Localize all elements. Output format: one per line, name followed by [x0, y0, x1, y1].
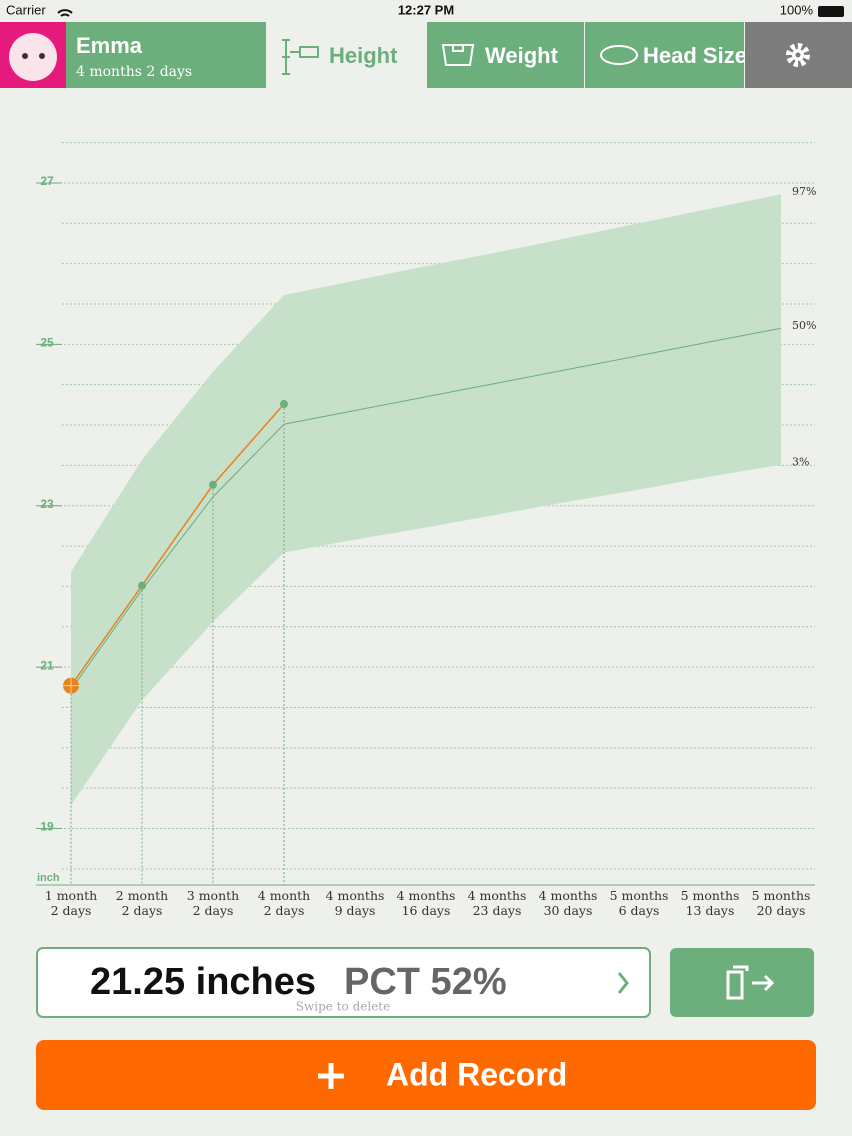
percentile-label: 50%: [792, 319, 816, 332]
median-line: [70, 327, 782, 691]
tabs: Height Weight Head Size: [266, 22, 747, 88]
gear-icon: [786, 43, 810, 67]
tab-label[interactable]: Height: [329, 43, 398, 68]
x-tick-label: 3 month 2 days: [186, 888, 240, 918]
tab-label[interactable]: Weight: [485, 43, 559, 68]
y-tick-label: 23: [40, 497, 54, 511]
tab-icon: [600, 45, 638, 65]
percentile-label: 3%: [792, 456, 809, 469]
point[interactable]: [138, 581, 146, 590]
tab-icon: [441, 44, 475, 66]
x-tick-label: 2 month 2 days: [115, 888, 169, 918]
point[interactable]: [209, 480, 217, 489]
chevron: [617, 972, 629, 994]
x-tick-label: 4 month 2 days: [257, 888, 311, 918]
record-value: 21.25 inches: [90, 961, 316, 1003]
x-tick-label: 1 month 2 days: [44, 888, 98, 918]
x-tick-label: 4 months 30 days: [538, 888, 598, 918]
y-unit: inch: [37, 872, 60, 884]
profile-tab[interactable]: [66, 22, 266, 88]
tab[interactable]: [266, 22, 426, 88]
y-tick-label: 19: [40, 820, 54, 834]
profile-age: 4 months 2 days: [76, 64, 192, 80]
wifi-icon: [57, 9, 73, 17]
export-icon: [726, 965, 775, 1000]
x-tick-label: 4 months 9 days: [325, 888, 385, 918]
tab[interactable]: [427, 22, 584, 88]
add-record-button[interactable]: [36, 1040, 816, 1110]
record-percentile: PCT 52%: [344, 961, 507, 1003]
plus-icon: [318, 1063, 344, 1089]
point[interactable]: [280, 400, 288, 409]
tab[interactable]: [585, 22, 744, 88]
avatar-face: [9, 33, 57, 81]
carrier: Carrier: [6, 2, 46, 17]
gear-hole: [795, 52, 801, 58]
profile-name: Emma: [76, 33, 143, 58]
percentile-band: [71, 194, 781, 806]
add-record-label: Add Record: [386, 1056, 567, 1092]
avatar-eye: [22, 53, 28, 59]
avatar-eye: [39, 53, 45, 59]
clock: 12:27 PM: [398, 2, 454, 17]
y-tick-label: 25: [40, 336, 54, 350]
percentile-label: 97%: [792, 185, 816, 198]
chart: 19 21 23 25 27 inch 97% 50% 3%: [36, 142, 816, 886]
selected-cross: [63, 677, 79, 694]
y-tick-label: 27: [40, 174, 54, 188]
battery-text: 100%: [780, 2, 814, 17]
tab-label[interactable]: Head Size: [643, 43, 747, 68]
x-tick-label: 5 months 6 days: [609, 888, 669, 918]
x-tick-label: 4 months 23 days: [467, 888, 527, 918]
record-card[interactable]: [36, 947, 651, 1018]
x-tick-label: 4 months 16 days: [396, 888, 456, 918]
measurement-line: [70, 403, 285, 687]
tab-icon: [282, 39, 319, 75]
y-tick-label: 21: [40, 658, 54, 672]
x-tick-label: 5 months 13 days: [680, 888, 740, 918]
swipe-hint: Swipe to delete: [296, 1000, 390, 1014]
x-tick-label: 5 months 20 days: [751, 888, 811, 918]
battery-icon: [818, 6, 844, 17]
status-bar: [0, 0, 852, 22]
